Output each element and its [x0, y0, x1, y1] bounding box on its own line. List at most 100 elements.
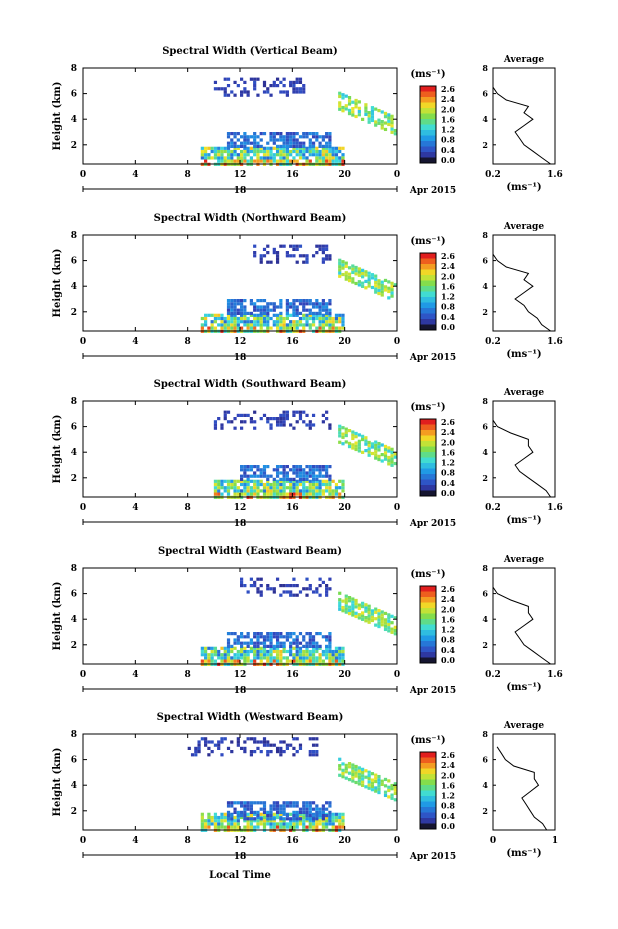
heatmap-cell	[321, 144, 325, 148]
heatmap-cell	[279, 659, 283, 663]
heatmap-cell	[279, 825, 283, 829]
colorbar-segment	[420, 91, 436, 98]
heatmap-cell	[390, 130, 394, 134]
x-tick-label: 0	[80, 337, 86, 347]
heatmap-cell	[275, 423, 280, 427]
heatmap-cell	[289, 804, 293, 808]
heatmap-cell	[393, 132, 397, 136]
avg-x-tick-label: 0	[490, 836, 496, 846]
heatmap-cell	[328, 804, 332, 808]
heatmap-cell	[213, 479, 218, 483]
heatmap-cell	[220, 423, 224, 427]
heatmap-cell	[361, 604, 365, 609]
heatmap-cell	[393, 616, 397, 620]
heatmap-cell	[223, 649, 227, 654]
heatmap-cell	[236, 737, 240, 741]
heatmap-cell	[262, 465, 267, 469]
heatmap-cell	[240, 141, 244, 145]
colorbar-segment	[420, 308, 436, 314]
heatmap-cell	[253, 316, 257, 321]
heatmap-cell	[266, 244, 270, 248]
heatmap-cell	[246, 159, 250, 163]
heatmap-cell	[285, 302, 289, 306]
heatmap-cell	[236, 656, 240, 660]
heatmap-cell	[344, 607, 348, 611]
heatmap-cell	[285, 743, 289, 747]
heatmap-cell	[374, 623, 378, 627]
x-tick-label: 12	[234, 170, 247, 180]
heatmap-cell	[364, 442, 368, 446]
heatmap-cell	[308, 465, 312, 469]
x-tick-label: 4	[132, 670, 138, 680]
heatmap-cell	[253, 308, 257, 312]
heatmap-cell	[292, 426, 296, 430]
heatmap-cell	[387, 462, 391, 466]
heatmap-cell	[292, 810, 296, 814]
heatmap-cell	[223, 825, 227, 829]
heatmap-cell	[393, 632, 397, 636]
heatmap-cell	[364, 775, 368, 779]
heatmap-cell	[243, 653, 247, 657]
heatmap-cell	[282, 159, 286, 163]
heatmap-cell	[334, 815, 339, 820]
heatmap-cell	[354, 265, 358, 270]
heatmap-cell	[233, 144, 237, 148]
heatmap-cell	[364, 616, 368, 620]
heatmap-cell	[305, 649, 309, 654]
heatmap-cell	[210, 323, 214, 327]
heatmap-cell	[279, 144, 283, 148]
heatmap-cell	[266, 632, 270, 636]
heatmap-cell	[275, 260, 280, 264]
heatmap-cell	[220, 492, 224, 496]
heatmap-cell	[249, 649, 254, 654]
heatmap-cell	[217, 743, 221, 747]
heatmap-cell	[217, 417, 221, 421]
heatmap-cell	[311, 492, 316, 496]
heatmap-cell	[308, 750, 312, 754]
colorbar-segment	[420, 818, 436, 824]
colorbar-segment	[420, 152, 436, 158]
colorbar-segment	[420, 619, 436, 625]
heatmap-cell	[282, 149, 286, 154]
heatmap-cell	[269, 149, 273, 154]
heatmap-cell	[269, 260, 273, 264]
heatmap-cell	[279, 635, 283, 639]
heatmap-cell	[243, 486, 247, 490]
heatmap-cell	[390, 117, 394, 122]
heatmap-cell	[204, 316, 208, 321]
heatmap-cell	[311, 635, 316, 639]
heatmap-cell	[285, 146, 289, 150]
heatmap-cell	[230, 740, 234, 744]
heatmap-cell	[305, 804, 309, 808]
colorbar-segment	[420, 602, 436, 609]
heatmap-cell	[249, 313, 254, 317]
heatmap-cell	[269, 326, 273, 330]
heatmap-cell	[292, 308, 296, 312]
heatmap-cell	[275, 482, 280, 487]
heatmap-cell	[226, 308, 231, 312]
heatmap-cell	[217, 746, 221, 750]
heatmap-cell	[253, 153, 257, 157]
heatmap-cell	[269, 474, 273, 478]
heatmap-cell	[361, 767, 365, 771]
heatmap-cell	[298, 471, 303, 475]
heatmap-cell	[347, 762, 352, 766]
heatmap-cell	[338, 107, 342, 111]
heatmap-cell	[302, 644, 306, 648]
colorbar-segment	[420, 269, 436, 276]
heatmap-cell	[370, 615, 375, 619]
heatmap-cell	[308, 635, 312, 639]
heatmap-cell	[279, 489, 283, 493]
heatmap-cell	[328, 819, 332, 823]
heatmap-cell	[328, 313, 332, 317]
heatmap-cell	[256, 474, 260, 478]
heatmap-cell	[226, 141, 231, 145]
heatmap-cell	[308, 489, 312, 493]
colorbar-tick-label: 0.0	[441, 655, 455, 665]
heatmap-cell	[325, 822, 329, 826]
heatmap-cell	[226, 632, 231, 636]
heatmap-cell	[387, 113, 391, 117]
heatmap-cell	[279, 817, 283, 821]
heatmap-cell	[249, 420, 254, 424]
colorbar-frame	[419, 418, 437, 497]
